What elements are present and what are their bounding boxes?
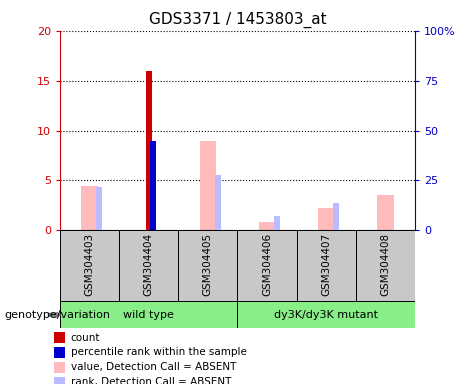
Bar bbox=[54, 332, 65, 343]
Bar bbox=[54, 347, 65, 358]
Text: GSM304403: GSM304403 bbox=[84, 233, 95, 296]
Bar bbox=[318, 209, 334, 230]
Text: wild type: wild type bbox=[123, 310, 174, 320]
Bar bbox=[54, 362, 65, 372]
Text: rank, Detection Call = ABSENT: rank, Detection Call = ABSENT bbox=[71, 377, 231, 384]
Bar bbox=[215, 175, 221, 230]
Bar bbox=[296, 230, 356, 301]
Text: GSM304405: GSM304405 bbox=[203, 233, 213, 296]
Bar bbox=[119, 230, 178, 301]
Text: GSM304404: GSM304404 bbox=[144, 233, 154, 296]
Bar bbox=[200, 141, 216, 230]
Text: GSM304406: GSM304406 bbox=[262, 233, 272, 296]
Bar bbox=[96, 187, 102, 230]
Text: count: count bbox=[71, 333, 100, 343]
Bar bbox=[237, 301, 415, 328]
Text: dy3K/dy3K mutant: dy3K/dy3K mutant bbox=[274, 310, 378, 320]
Bar bbox=[178, 230, 237, 301]
Bar bbox=[60, 230, 119, 301]
Text: percentile rank within the sample: percentile rank within the sample bbox=[71, 348, 247, 358]
Text: genotype/variation: genotype/variation bbox=[5, 310, 111, 320]
Text: GSM304408: GSM304408 bbox=[380, 233, 390, 296]
Bar bbox=[259, 222, 275, 230]
Bar bbox=[60, 301, 237, 328]
Bar bbox=[333, 204, 339, 230]
Text: value, Detection Call = ABSENT: value, Detection Call = ABSENT bbox=[71, 362, 236, 372]
Text: GSM304407: GSM304407 bbox=[321, 233, 331, 296]
Bar bbox=[356, 230, 415, 301]
Bar bbox=[81, 187, 98, 230]
Bar bbox=[274, 217, 280, 230]
Bar bbox=[150, 141, 156, 230]
Bar bbox=[146, 71, 152, 230]
Title: GDS3371 / 1453803_at: GDS3371 / 1453803_at bbox=[148, 12, 326, 28]
Bar bbox=[54, 377, 65, 384]
Bar bbox=[377, 195, 394, 230]
Bar bbox=[237, 230, 296, 301]
